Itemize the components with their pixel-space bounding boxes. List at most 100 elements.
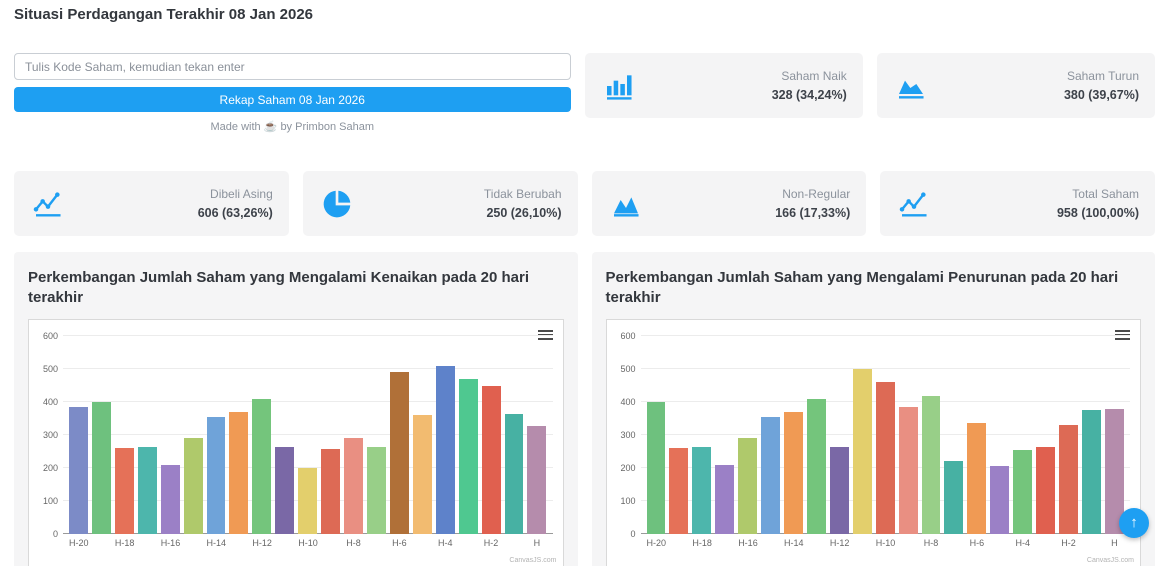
- top-section: Rekap Saham 08 Jan 2026 Made with ☕ by P…: [14, 53, 1155, 133]
- x-axis-tick-label: H-4: [1015, 538, 1030, 548]
- bar: [114, 448, 134, 534]
- stat-label: Total Saham: [1072, 187, 1139, 201]
- chart-title-kenaikan: Perkembangan Jumlah Saham yang Mengalami…: [28, 269, 530, 306]
- y-axis: 0 100 200 300 400 500 600: [35, 331, 63, 539]
- bar: [504, 413, 524, 534]
- area-chart-down-icon: [893, 70, 929, 102]
- bar: [160, 464, 180, 534]
- bar: [898, 406, 918, 534]
- bar: [761, 416, 781, 534]
- gridline: [63, 368, 553, 369]
- x-axis-tick-label: [459, 538, 478, 548]
- x-axis-tick-label: [229, 538, 248, 548]
- x-axis-tick-label: [275, 538, 294, 548]
- stat-label: Dibeli Asing: [210, 187, 273, 201]
- y-axis-tick-label: 600: [620, 331, 636, 341]
- stat-card-saham-naik: Saham Naik 328 (34,24%): [584, 53, 863, 118]
- bar: [784, 411, 803, 534]
- stats-section: Dibeli Asing 606 (63,26%) Tidak Berubah …: [14, 171, 1155, 236]
- stat-label: Saham Turun: [1066, 69, 1139, 83]
- bar-chart-icon: [601, 70, 637, 102]
- arrow-up-icon: ↑: [1130, 514, 1138, 531]
- bar: [527, 425, 547, 534]
- gridline: [640, 335, 1130, 336]
- plot-area: [63, 335, 553, 534]
- x-axis-tick-label: H-2: [483, 538, 499, 548]
- stat-label: Non-Regular: [782, 187, 851, 201]
- stat-card-total-saham: Total Saham 958 (100,00%): [880, 171, 1155, 236]
- page-title: Situasi Perdagangan Terakhir 08 Jan 2026: [14, 6, 314, 23]
- search-input[interactable]: [14, 53, 571, 80]
- x-axis-tick-label: [853, 538, 872, 548]
- bar: [1013, 449, 1033, 534]
- x-axis-tick-label: [944, 538, 963, 548]
- bar: [806, 399, 826, 534]
- bars-group: [646, 336, 1125, 534]
- bar: [738, 438, 758, 534]
- bar: [206, 416, 226, 534]
- x-axis-tick-label: [184, 538, 203, 548]
- x-axis-tick-label: H-8: [923, 538, 939, 548]
- bar: [921, 396, 941, 534]
- bar: [692, 446, 712, 534]
- x-axis-tick-label: H-10: [875, 538, 896, 548]
- x-axis-tick-label: H-20: [69, 538, 89, 548]
- x-axis-tick-label: [669, 538, 688, 548]
- x-axis-tick-label: H-16: [738, 538, 758, 548]
- rekap-saham-button[interactable]: Rekap Saham 08 Jan 2026: [14, 87, 571, 112]
- x-axis-tick-label: [92, 538, 111, 548]
- area-chart-icon: [608, 188, 644, 220]
- bar: [875, 382, 895, 534]
- stat-label: Saham Naik: [781, 69, 847, 83]
- bar: [852, 369, 872, 534]
- charts-section: Perkembangan Jumlah Saham yang Mengalami…: [14, 252, 1155, 566]
- bar: [137, 446, 157, 534]
- y-axis-tick-label: 0: [630, 529, 636, 539]
- bar: [990, 466, 1010, 534]
- stat-value: 958 (100,00%): [1056, 206, 1139, 220]
- y-axis-tick-label: 300: [620, 430, 636, 440]
- search-column: Rekap Saham 08 Jan 2026 Made with ☕ by P…: [14, 53, 571, 133]
- canvasjs-watermark: CanvasJS.com: [509, 557, 557, 564]
- bar: [944, 461, 964, 534]
- x-axis-tick-label: H-6: [392, 538, 407, 548]
- gridline: [63, 434, 553, 435]
- bar: [669, 447, 689, 534]
- stat-value: 606 (63,26%): [197, 206, 273, 220]
- x-axis-tick-label: [138, 538, 157, 548]
- x-axis-tick-label: [990, 538, 1009, 548]
- gridline: [63, 335, 553, 336]
- x-axis-tick-label: H-10: [298, 538, 318, 548]
- x-axis-tick-label: H-12: [252, 538, 272, 548]
- bar: [1104, 408, 1124, 534]
- x-axis-tick-label: H-20: [646, 538, 667, 548]
- line-chart-icon: [896, 188, 932, 220]
- x-axis-tick-label: [899, 538, 918, 548]
- stat-card-dibeli-asing: Dibeli Asing 606 (63,26%): [14, 171, 289, 236]
- scroll-top-button[interactable]: ↑: [1119, 508, 1149, 538]
- y-axis: 0 100 200 300 400 500 600: [613, 331, 641, 539]
- x-axis-tick-label: H-4: [437, 538, 453, 548]
- bar: [344, 438, 363, 534]
- stat-value: 380 (39,67%): [1063, 88, 1139, 102]
- gridline: [63, 467, 553, 469]
- stat-card-tidak-berubah: Tidak Berubah 250 (26,10%): [302, 171, 578, 236]
- x-axis-tick-label: H: [533, 538, 541, 548]
- bar: [829, 446, 849, 534]
- bar: [967, 423, 987, 534]
- bar: [1082, 410, 1101, 534]
- stat-card-saham-turun: Saham Turun 380 (39,67%): [876, 53, 1155, 118]
- x-axis-tick-label: H-8: [346, 538, 361, 548]
- x-axis-tick-label: H-16: [160, 538, 181, 548]
- y-axis-tick-label: 500: [42, 364, 58, 374]
- x-axis-tick-label: H-6: [969, 538, 985, 548]
- bar: [389, 372, 409, 534]
- bar-chart-kenaikan: 0 100 200 300 400 500 600 H-20 H-18 H-16 H-14 H-12…: [28, 319, 564, 566]
- y-axis-tick-label: 400: [620, 397, 636, 408]
- y-axis-tick-label: 400: [42, 397, 58, 408]
- x-axis-tick-label: H: [1111, 538, 1118, 548]
- y-axis-tick-label: 600: [42, 331, 58, 341]
- y-axis-tick-label: 100: [620, 496, 636, 507]
- canvasjs-watermark: CanvasJS.com: [1086, 557, 1134, 564]
